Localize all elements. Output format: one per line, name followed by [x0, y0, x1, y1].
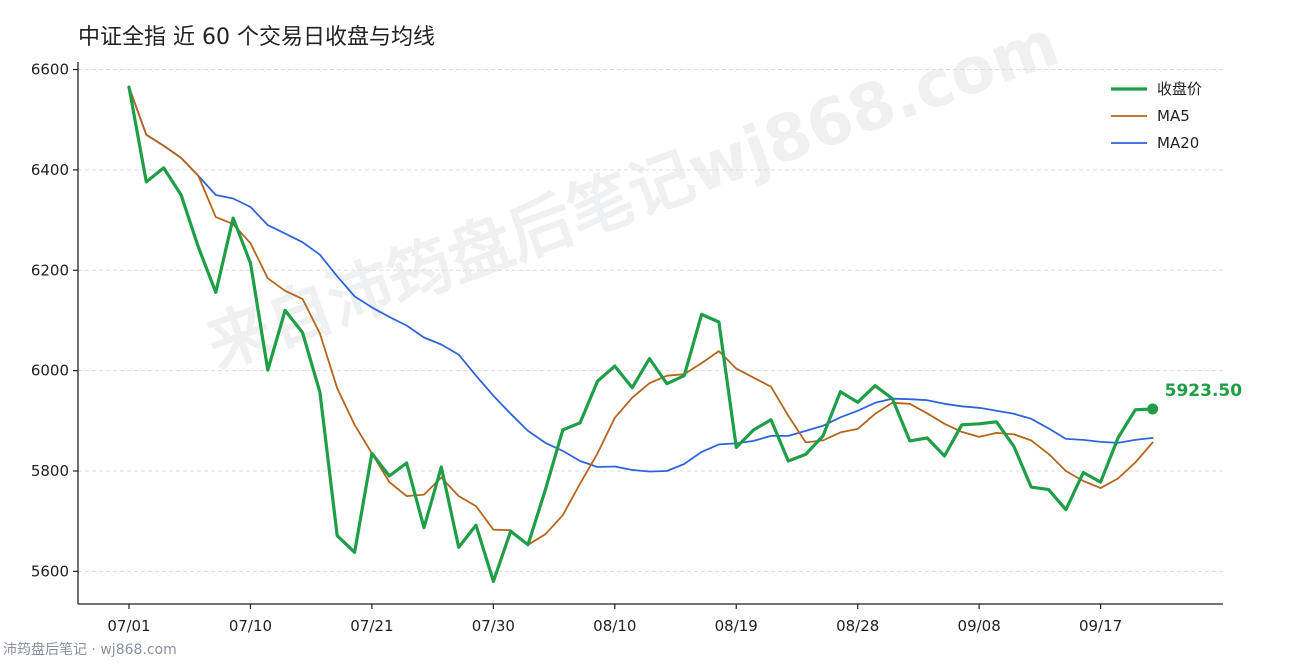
series-line-ma20	[128, 86, 1154, 473]
y-tick-label: 6000	[31, 362, 69, 380]
gridlines	[78, 69, 1223, 572]
last-point-marker	[1147, 403, 1159, 415]
x-tick-label: 07/10	[229, 617, 272, 635]
y-tick-label: 6200	[31, 261, 69, 279]
last-value-annotation: 5923.50	[1147, 381, 1242, 415]
y-tick-label: 5800	[31, 462, 69, 480]
legend-label: 收盘价	[1157, 80, 1202, 98]
x-tick-label: 08/28	[836, 617, 879, 635]
series-line-ma5	[128, 86, 1154, 546]
x-tick-label: 07/21	[350, 617, 393, 635]
y-tick-label: 6600	[31, 61, 69, 79]
x-tick-label: 09/08	[958, 617, 1001, 635]
x-tick-label: 07/30	[472, 617, 515, 635]
y-tick-label: 5600	[31, 562, 69, 580]
x-tick-label: 09/17	[1079, 617, 1122, 635]
y-tick-label: 6400	[31, 161, 69, 179]
watermark: 来自沛筠盘后笔记wj868.com	[198, 7, 1069, 384]
axes: 5600 5800 6000 6200 6400 6600 07/01 07/10 07/21 0…	[31, 61, 1223, 635]
legend: 收盘价 MA5 MA20	[1111, 80, 1202, 152]
series-layer	[127, 85, 1155, 584]
legend-label: MA20	[1157, 134, 1199, 152]
legend-label: MA5	[1157, 107, 1190, 125]
footer-source: 沛筠盘后笔记 · wj868.com	[3, 641, 177, 658]
x-tick-label: 07/01	[107, 617, 150, 635]
x-tick-label: 08/19	[715, 617, 758, 635]
series-line-close	[127, 85, 1155, 584]
last-value-label: 5923.50	[1165, 381, 1243, 401]
x-tick-label: 08/10	[593, 617, 636, 635]
chart-title: 中证全指 近 60 个交易日收盘与均线	[78, 25, 435, 50]
